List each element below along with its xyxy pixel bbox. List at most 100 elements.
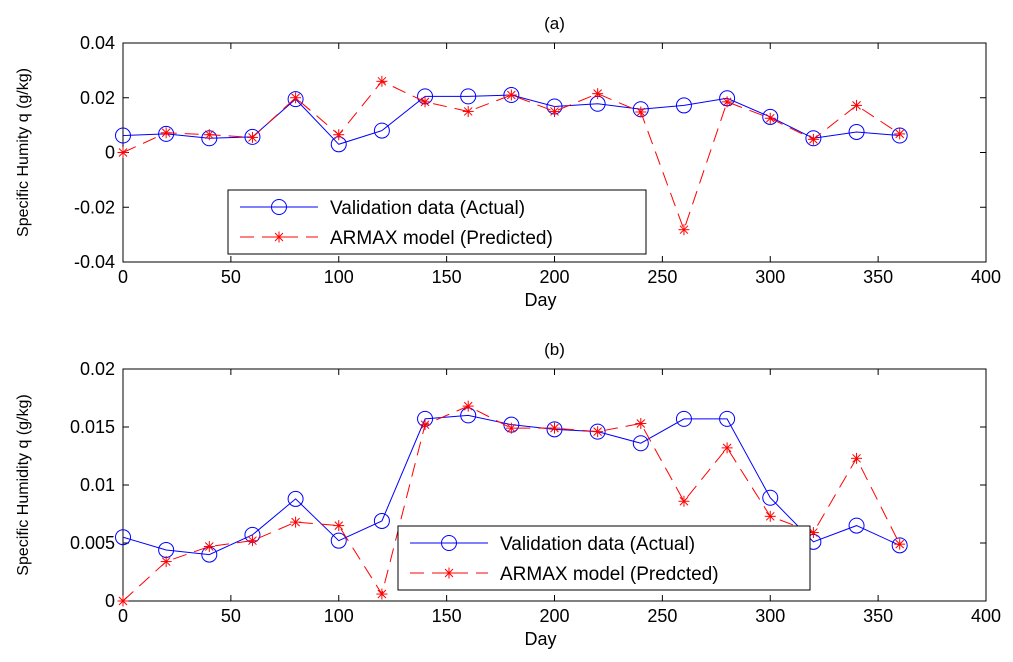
data-point-actual xyxy=(115,127,131,144)
legend-label: ARMAX model (Predicted) xyxy=(330,228,553,249)
star-stroke xyxy=(895,539,905,549)
data-point-predicted xyxy=(160,556,172,568)
x-tick-label: 200 xyxy=(539,267,569,287)
star-stroke xyxy=(679,496,689,506)
legend: Validation data (Actual) ARMAX model (Pre… xyxy=(397,525,811,591)
data-point-actual xyxy=(287,91,304,108)
y-tick-label: 0.015 xyxy=(70,417,115,437)
data-point-actual xyxy=(330,532,347,549)
x-tick-label: 400 xyxy=(971,606,1001,626)
star-stroke xyxy=(334,521,344,530)
star-stroke xyxy=(204,130,214,140)
star-stroke xyxy=(550,423,559,433)
y-tick-label: 0.005 xyxy=(70,533,115,553)
legend-marker xyxy=(441,535,457,551)
data-point-actual xyxy=(373,122,390,139)
y-tick-label: 0 xyxy=(105,591,115,611)
star-stroke xyxy=(550,107,559,116)
x-tick-label: 300 xyxy=(755,267,785,287)
legend-label: Validation data (Actual) xyxy=(500,534,695,555)
data-point-predicted xyxy=(894,128,906,140)
data-point-predicted xyxy=(592,88,604,100)
star-stroke xyxy=(118,596,128,606)
star-stroke xyxy=(679,225,689,235)
star-stroke xyxy=(420,420,430,430)
data-point-predicted xyxy=(462,400,474,412)
legend-marker xyxy=(443,567,455,579)
x-tick-label: 100 xyxy=(324,606,354,626)
data-point-predicted xyxy=(678,224,690,236)
star-stroke xyxy=(248,536,257,546)
data-point-actual xyxy=(762,108,779,125)
x-tick-label: 300 xyxy=(755,606,785,626)
star-stroke xyxy=(291,93,300,103)
chart-panel-a: (a) 0 50 100 150 200 250 300 350 400 -0.04 -0.02 0 0.… xyxy=(15,14,1001,310)
data-point-predicted xyxy=(549,105,560,117)
star-stroke xyxy=(506,423,516,433)
star-stroke xyxy=(895,129,905,139)
x-tick-label: 350 xyxy=(863,267,893,287)
data-point-actual xyxy=(632,435,649,452)
x-tick-label: 100 xyxy=(324,267,354,287)
star-stroke xyxy=(809,135,818,144)
data-point-predicted xyxy=(419,96,431,108)
x-axis-label: Day xyxy=(524,629,556,649)
data-point-actual xyxy=(460,88,477,105)
chart-title: (a) xyxy=(544,14,565,33)
x-tick-label: 250 xyxy=(647,267,677,287)
data-point-actual xyxy=(848,517,865,534)
star-stroke xyxy=(765,113,775,123)
legend-box xyxy=(397,525,811,591)
data-point-predicted xyxy=(764,510,776,522)
data-point-actual xyxy=(891,127,908,144)
data-point-predicted xyxy=(549,422,560,434)
legend-box xyxy=(227,189,647,255)
data-point-predicted xyxy=(592,426,604,438)
legend-marker xyxy=(271,199,287,215)
data-point-predicted xyxy=(764,112,776,124)
data-point-predicted xyxy=(246,535,258,547)
data-point-predicted xyxy=(635,418,647,430)
data-point-actual xyxy=(503,87,520,104)
chart-panel-b: (b) 0 50 100 150 200 250 300 350 400 0 0.005 0.01 0.0… xyxy=(15,340,1001,649)
data-point-predicted xyxy=(117,147,129,158)
data-point-predicted xyxy=(851,452,863,464)
star-stroke xyxy=(722,443,732,453)
legend-label: Validation data (Actual) xyxy=(330,198,525,219)
legend-marker xyxy=(273,231,285,243)
y-tick-label: -0.04 xyxy=(74,252,115,272)
data-point-predicted xyxy=(505,89,517,101)
data-point-actual xyxy=(719,410,736,427)
star-stroke xyxy=(636,419,646,428)
data-point-predicted xyxy=(807,133,819,145)
data-point-predicted xyxy=(462,105,474,117)
data-point-predicted xyxy=(376,588,388,600)
data-point-predicted xyxy=(203,129,215,141)
legend-label: ARMAX model (Predcted) xyxy=(500,564,719,585)
x-tick-label: 50 xyxy=(221,606,241,626)
star-stroke xyxy=(118,148,128,157)
x-tick-label: 150 xyxy=(432,606,462,626)
chart-title: (b) xyxy=(544,340,565,359)
data-point-predicted xyxy=(721,442,733,454)
data-point-actual xyxy=(158,125,175,142)
star-stroke xyxy=(809,528,818,537)
data-point-actual xyxy=(675,410,692,427)
y-tick-label: 0.01 xyxy=(80,475,115,495)
data-point-actual xyxy=(546,421,563,438)
data-point-predicted xyxy=(203,540,215,552)
data-point-predicted xyxy=(376,75,388,87)
x-tick-label: 400 xyxy=(971,267,1001,287)
x-tick-label: 250 xyxy=(647,606,677,626)
star-stroke xyxy=(274,232,284,242)
star-stroke xyxy=(204,542,214,551)
star-stroke xyxy=(161,128,171,138)
star-stroke xyxy=(463,107,473,116)
star-stroke xyxy=(291,517,300,527)
data-point-actual xyxy=(762,489,779,506)
data-point-predicted xyxy=(505,422,517,434)
star-stroke xyxy=(506,90,516,100)
x-tick-label: 0 xyxy=(118,267,128,287)
star-stroke xyxy=(334,130,344,140)
